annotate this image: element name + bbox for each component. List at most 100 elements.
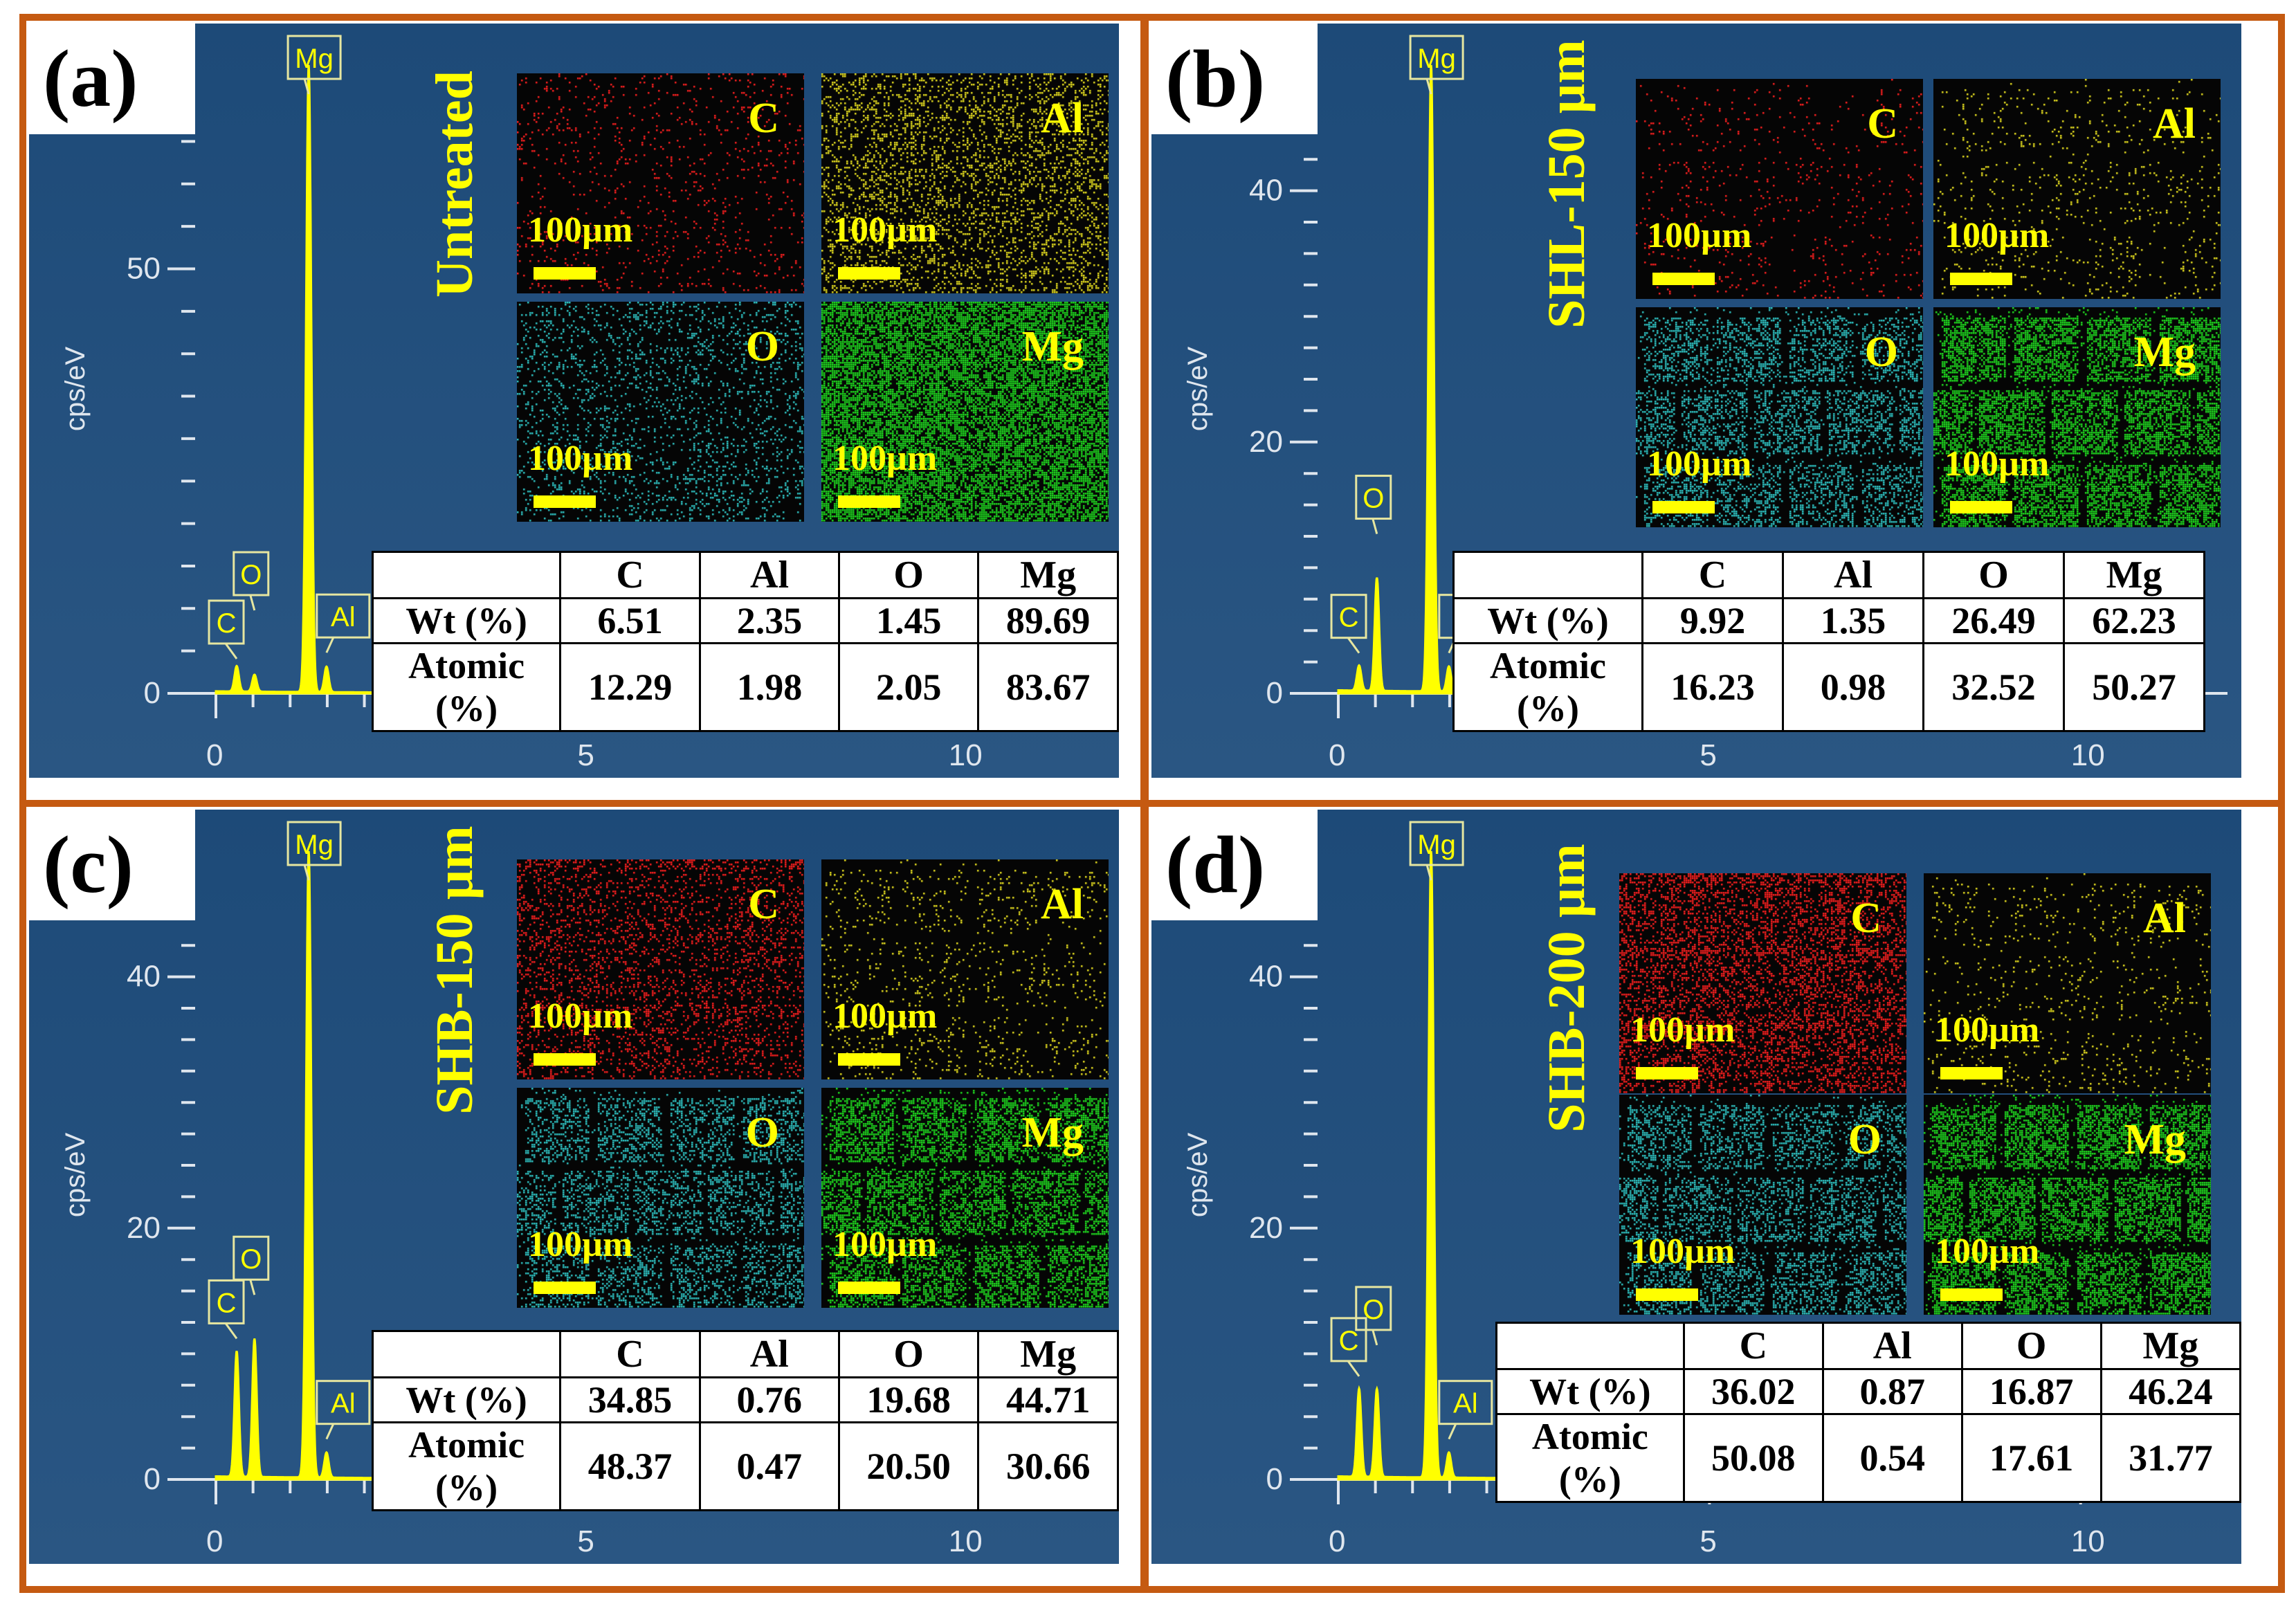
map-element-label: Al bbox=[1041, 95, 1084, 142]
map-element-label: O bbox=[1848, 1116, 1882, 1163]
peak-tag-al: Al bbox=[316, 1380, 371, 1440]
panel-label-box: (b) bbox=[1151, 24, 1318, 134]
map-image bbox=[1933, 79, 2221, 299]
scale-bar bbox=[1636, 1288, 1698, 1301]
elemental-map-mg: Mg 100µm bbox=[1924, 1095, 2211, 1315]
eds-panel-a: 0 5 10 0 50 cps/eV C O Mg Al (a) C 100µm Al 100µm O 100µ… bbox=[29, 24, 1119, 778]
peak-tag-c: C bbox=[208, 1279, 245, 1340]
map-image bbox=[821, 73, 1109, 293]
table-header: Al bbox=[698, 1330, 840, 1378]
sample-label: Untreated bbox=[426, 71, 484, 298]
table-row: Wt (%) 9.92 1.35 26.49 62.23 bbox=[1452, 597, 2205, 644]
table-row: Atomic (%) 12.29 1.98 2.05 83.67 bbox=[371, 642, 1119, 732]
table-row: Atomic (%) 48.37 0.47 20.50 30.66 bbox=[371, 1421, 1119, 1511]
composition-table: C Al O Mg Wt (%) 36.02 0.87 16.87 46.24 Atomic (%… bbox=[1495, 1322, 2241, 1503]
svg-text:Mg: Mg bbox=[1417, 830, 1456, 860]
sample-label: SHB-200 µm bbox=[1538, 844, 1596, 1133]
table-header: O bbox=[837, 1330, 980, 1378]
elemental-map-o: O 100µm bbox=[517, 302, 804, 522]
x-tick-label: 0 bbox=[1329, 738, 1345, 772]
scale-bar-label: 100µm bbox=[1647, 216, 1752, 255]
table-row: Wt (%) 34.85 0.76 19.68 44.71 bbox=[371, 1376, 1119, 1423]
table-cell: 0.98 bbox=[1782, 642, 1924, 732]
table-cell: 50.08 bbox=[1682, 1413, 1824, 1503]
table-cell: 12.29 bbox=[559, 642, 701, 732]
row-label: Atomic (%) bbox=[371, 1421, 562, 1511]
svg-text:O: O bbox=[1363, 484, 1384, 514]
table-cell: 17.61 bbox=[1960, 1413, 2102, 1503]
map-element-label: Mg bbox=[2124, 1116, 2186, 1163]
map-element-label: C bbox=[748, 95, 779, 142]
table-cell: 32.52 bbox=[1922, 642, 2065, 732]
scale-bar-label: 100µm bbox=[1647, 444, 1752, 484]
table-header: Al bbox=[1782, 551, 1924, 599]
map-image bbox=[1924, 1095, 2211, 1315]
frame-d bbox=[1142, 800, 2285, 1593]
map-element-label: C bbox=[1850, 895, 1882, 942]
table-corner bbox=[1495, 1322, 1685, 1370]
table-cell: 26.49 bbox=[1922, 597, 2065, 644]
table-corner bbox=[371, 551, 562, 599]
table-corner bbox=[371, 1330, 562, 1378]
table-cell: 1.45 bbox=[838, 597, 980, 644]
map-element-label: Al bbox=[2153, 100, 2196, 147]
row-label: Wt (%) bbox=[1452, 597, 1643, 644]
x-tick-label: 5 bbox=[1700, 1524, 1716, 1558]
table-cell: 30.66 bbox=[977, 1421, 1119, 1511]
elemental-map-mg: Mg 100µm bbox=[821, 302, 1109, 522]
x-tick-label: 10 bbox=[949, 1524, 983, 1558]
svg-text:C: C bbox=[217, 608, 237, 639]
table-cell: 0.76 bbox=[698, 1376, 840, 1423]
y-tick-label: 20 bbox=[1249, 1211, 1283, 1245]
elemental-map-c: C 100µm bbox=[517, 859, 804, 1079]
table-header: O bbox=[1922, 551, 2065, 599]
panel-label-box: (c) bbox=[29, 810, 195, 920]
table-cell: 2.05 bbox=[838, 642, 980, 732]
svg-text:O: O bbox=[1363, 1295, 1384, 1325]
table-cell: 34.85 bbox=[559, 1376, 701, 1423]
table-cell: 1.35 bbox=[1782, 597, 1924, 644]
composition-table: C Al O Mg Wt (%) 6.51 2.35 1.45 89.69 Atomic (%) 1… bbox=[371, 551, 1119, 732]
scale-bar-label: 100µm bbox=[528, 210, 633, 250]
scale-bar bbox=[534, 495, 596, 508]
map-image bbox=[821, 1088, 1109, 1308]
x-tick-label: 10 bbox=[2071, 1524, 2105, 1558]
composition-table: C Al O Mg Wt (%) 34.85 0.76 19.68 44.71 Atomic (%… bbox=[371, 1330, 1119, 1511]
table-cell: 1.98 bbox=[698, 642, 841, 732]
scale-bar bbox=[1950, 501, 2012, 513]
table-cell: 48.37 bbox=[559, 1421, 701, 1511]
scale-bar-label: 100µm bbox=[832, 439, 938, 478]
map-image bbox=[821, 302, 1109, 522]
map-image bbox=[517, 73, 804, 293]
x-tick-label: 5 bbox=[577, 738, 594, 772]
peak-tag-mg: Mg bbox=[286, 35, 342, 95]
scale-bar bbox=[838, 1053, 900, 1066]
svg-text:C: C bbox=[1339, 603, 1359, 633]
scale-bar bbox=[1636, 1067, 1698, 1079]
table-cell: 50.27 bbox=[2063, 642, 2205, 732]
svg-text:Al: Al bbox=[331, 602, 356, 632]
peak-tag-o: O bbox=[1355, 475, 1392, 534]
peak-tag-mg: Mg bbox=[286, 821, 342, 881]
table-cell: 0.87 bbox=[1821, 1368, 1963, 1415]
y-axis-label: cps/eV bbox=[60, 347, 91, 432]
row-label: Atomic (%) bbox=[371, 642, 562, 732]
table-cell: 16.87 bbox=[1960, 1368, 2102, 1415]
scale-bar-label: 100µm bbox=[1944, 444, 2050, 484]
scale-bar-label: 100µm bbox=[1935, 1010, 2040, 1050]
peak-tag-c: C bbox=[1330, 1317, 1367, 1377]
table-header: Al bbox=[698, 551, 841, 599]
table-cell: 0.47 bbox=[698, 1421, 840, 1511]
panel-label-box: (d) bbox=[1151, 810, 1318, 920]
elemental-map-c: C 100µm bbox=[1636, 79, 1923, 299]
x-tick-label: 0 bbox=[1329, 1524, 1345, 1558]
peak-tag-c: C bbox=[1330, 594, 1367, 654]
peak-tag-c: C bbox=[208, 599, 245, 659]
eds-panel-c: 0 5 10 0 20 40 cps/eV C O Mg Al (c) C 100µm Al 100µm O 10… bbox=[29, 810, 1119, 1564]
peak-tag-o: O bbox=[233, 1235, 270, 1295]
scale-bar bbox=[1652, 273, 1715, 285]
svg-text:O: O bbox=[240, 1244, 262, 1275]
map-image bbox=[517, 302, 804, 522]
y-tick-label: 0 bbox=[144, 676, 161, 710]
svg-text:Mg: Mg bbox=[1417, 44, 1456, 74]
